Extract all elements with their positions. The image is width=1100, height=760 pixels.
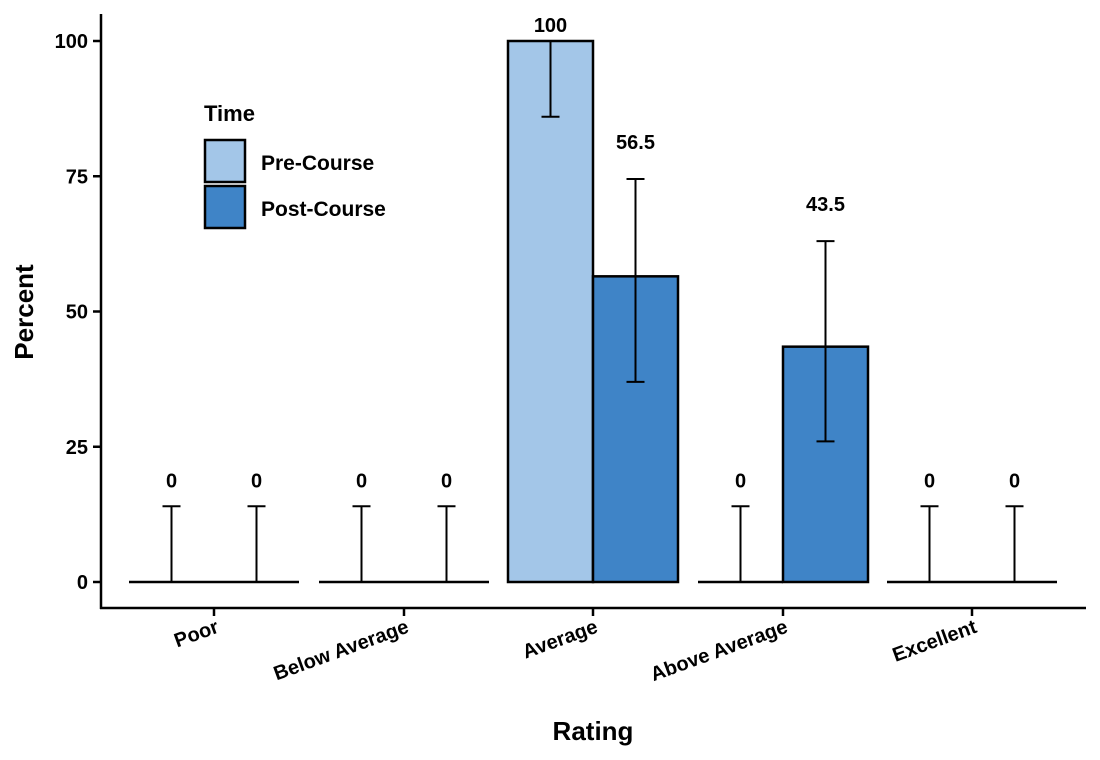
bar bbox=[506, 39, 595, 584]
legend-swatch-pre-course bbox=[203, 138, 247, 184]
y-tick-label: 100 bbox=[55, 31, 88, 53]
x-tick-label: Excellent bbox=[890, 616, 980, 667]
x-tick-label: Poor bbox=[171, 616, 222, 652]
x-tick-label: Above Average bbox=[648, 616, 791, 686]
legend-swatch-post-course bbox=[203, 184, 247, 230]
y-axis-title: Percent bbox=[9, 264, 39, 360]
legend: Time Pre-Course Post-Course bbox=[203, 101, 386, 230]
x-axis-title: Rating bbox=[553, 716, 634, 746]
data-label: 56.5 bbox=[616, 132, 655, 154]
bar bbox=[591, 275, 680, 584]
y-tick-label: 75 bbox=[66, 166, 88, 188]
data-label: 0 bbox=[441, 470, 452, 492]
data-label: 100 bbox=[534, 15, 567, 37]
y-tick-label: 25 bbox=[66, 437, 88, 459]
legend-label-post-course: Post-Course bbox=[261, 198, 386, 221]
y-tick-label: 50 bbox=[66, 302, 88, 324]
data-label: 0 bbox=[1009, 470, 1020, 492]
x-tick-label: Average bbox=[520, 616, 601, 663]
data-label: 0 bbox=[356, 470, 367, 492]
y-tick-label: 0 bbox=[77, 572, 88, 594]
data-label: 0 bbox=[735, 470, 746, 492]
plot-area: 0 0 100 0 0 0 0 56.5 43.5 0 bbox=[129, 15, 1057, 584]
data-label: 0 bbox=[924, 470, 935, 492]
x-tick-label: Below Average bbox=[271, 616, 412, 685]
legend-title: Time bbox=[204, 101, 255, 126]
legend-label-pre-course: Pre-Course bbox=[261, 152, 374, 175]
data-label: 43.5 bbox=[806, 194, 845, 216]
data-label: 0 bbox=[251, 470, 262, 492]
data-label: 0 bbox=[166, 470, 177, 492]
